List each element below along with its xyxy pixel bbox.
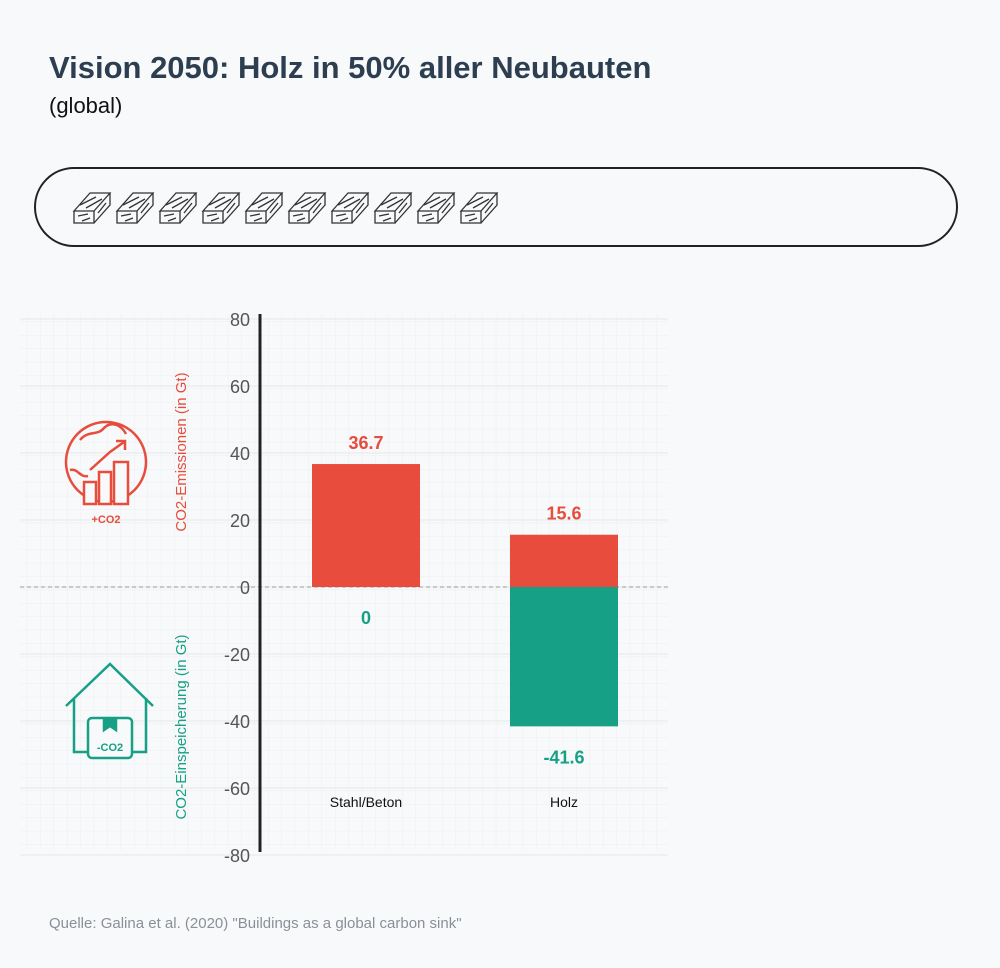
timber-beam-icon [201,192,241,224]
y-tick-label: 40 [230,444,250,464]
y-tick-label: -20 [224,645,250,665]
timber-beam-icon [416,192,456,224]
timber-beam-icon [287,192,327,224]
storage-value-label: 0 [361,608,371,628]
y-tick-label: 60 [230,377,250,397]
category-label: Holz [550,794,578,810]
timber-beam-icon [72,192,112,224]
globe-rising-bars-icon [64,420,148,506]
bars: 36.7 0 Stahl/Beton 15.6 -41.6 Holz [312,433,618,810]
storage-icon-label: -CO2 [97,742,123,754]
timber-beam-icon [244,192,284,224]
source-note: Quelle: Galina et al. (2020) "Buildings … [49,915,462,932]
storage-bar [510,587,618,727]
y-tick-label: -60 [224,779,250,799]
timber-beam-icon [459,192,499,224]
y-tick-label: 20 [230,511,250,531]
timber-progress-box [34,167,958,247]
timber-beam-icon [330,192,370,224]
y-tick-label: 80 [230,310,250,330]
emission-value-label: 15.6 [546,504,581,524]
chart-subtitle: (global) [49,93,123,118]
timber-icon-row [72,183,499,227]
timber-beam-icon [158,192,198,224]
emission-icon-label: +CO2 [91,514,120,526]
y-tick-label: -80 [224,846,250,866]
chart-title: Vision 2050: Holz in 50% aller Neubauten [49,50,652,85]
timber-beam-icon [373,192,413,224]
emission-value-label: 36.7 [348,433,383,453]
emission-bar [510,534,618,587]
co2-bar-chart: 80 60 40 20 0 -20 -40 -60 -80 36.7 0 Stahl/Beton 15… [20,310,668,866]
ylabel-storage: CO2-Einspeicherung (in Gt) [173,634,190,819]
emission-bar [312,464,420,587]
y-tick-label: -40 [224,712,250,732]
ylabel-emissions: CO2-Emissionen (in Gt) [173,372,190,531]
y-tick-label: 0 [240,578,250,598]
house-storage-icon [65,662,154,760]
category-label: Stahl/Beton [330,794,402,810]
y-axis-ticks: 80 60 40 20 0 -20 -40 -60 -80 [224,310,250,866]
storage-value-label: -41.6 [543,747,584,767]
timber-beam-icon [115,192,155,224]
